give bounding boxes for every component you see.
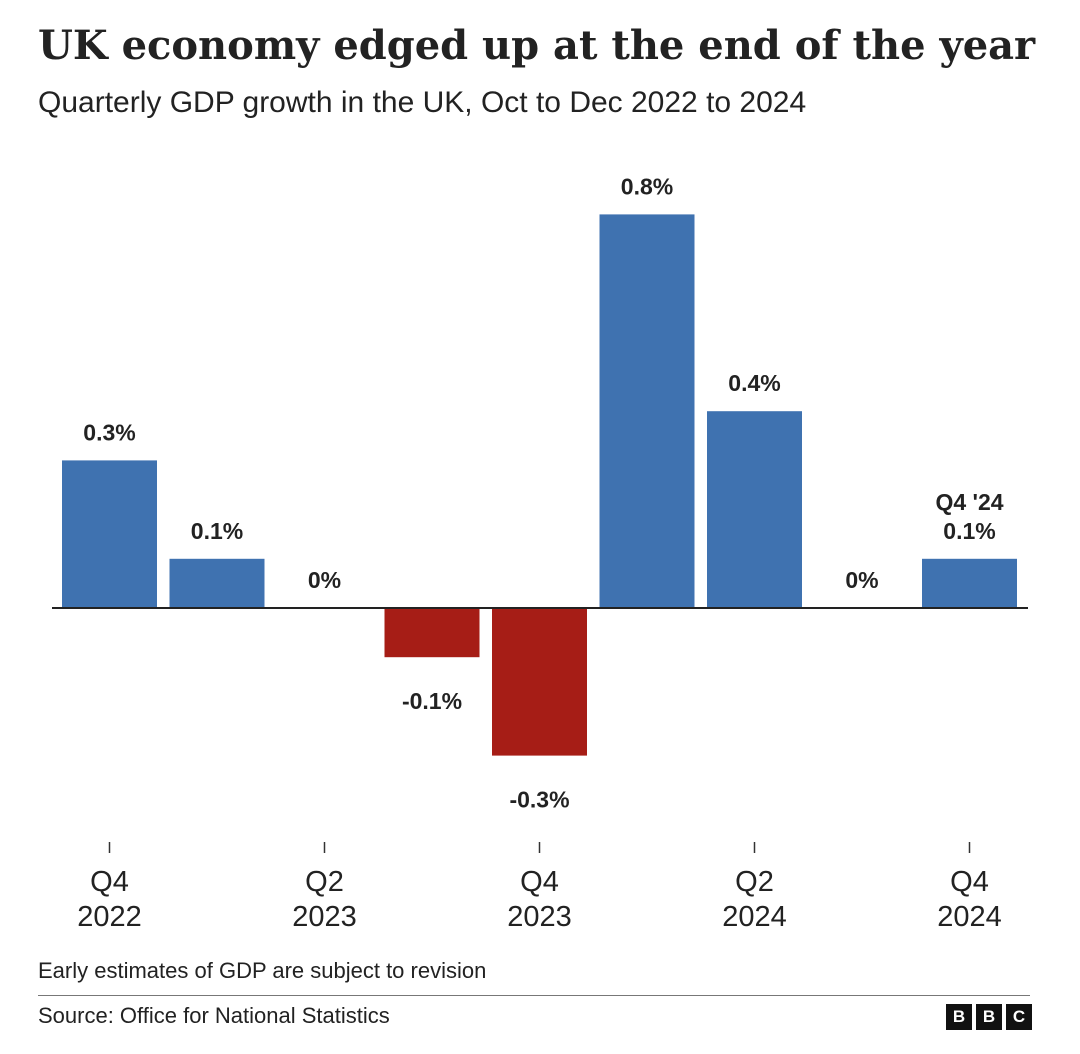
bbc-logo: B B C (946, 1004, 1032, 1030)
bar-0 (62, 460, 157, 608)
data-label-0: 0.3% (83, 419, 135, 445)
chart-title: UK economy edged up at the end of the ye… (38, 22, 1036, 69)
data-label-1: 0.1% (191, 518, 243, 544)
source-text: Source: Office for National Statistics (38, 1003, 390, 1028)
bbc-logo-letter: C (1006, 1004, 1032, 1030)
x-tick-label-year: 2023 (507, 901, 572, 933)
bar-chart: 0.3% 0.1% 0% -0.1% -0.3% 0.8% 0.4% 0% 0.1% Q4 '24… (52, 173, 1028, 933)
revision-note: Early estimates of GDP are subject to re… (38, 958, 487, 983)
data-label-8: 0.1% (943, 518, 995, 544)
data-label-5: 0.8% (621, 173, 673, 199)
bar-6 (707, 411, 802, 608)
data-label-4: -0.3% (509, 787, 569, 813)
last-bar-annotation: Q4 '24 (935, 489, 1003, 515)
bar-8 (922, 558, 1017, 608)
bbc-logo-letter: B (946, 1004, 972, 1030)
x-tick-label-quarter: Q2 (305, 866, 344, 898)
bbc-logo-letter: B (976, 1004, 1002, 1030)
x-tick-label-quarter: Q4 (520, 866, 559, 898)
x-tick-label-quarter: Q4 (90, 866, 129, 898)
bar-1 (169, 558, 265, 608)
x-tick-label-quarter: Q2 (735, 866, 774, 898)
bar-4 (492, 608, 587, 756)
x-tick-label-year: 2024 (722, 901, 787, 933)
footer-divider (38, 995, 1030, 996)
x-tick-label-year: 2023 (292, 901, 357, 933)
data-label-6: 0.4% (728, 370, 780, 396)
x-tick-label-quarter: Q4 (950, 866, 989, 898)
chart-subtitle: Quarterly GDP growth in the UK, Oct to D… (38, 86, 807, 119)
data-label-7: 0% (845, 567, 878, 593)
bar-5 (599, 214, 695, 608)
x-tick-label-year: 2024 (937, 901, 1002, 933)
bar-3 (384, 608, 480, 658)
x-tick-label-year: 2022 (77, 901, 142, 933)
data-label-3: -0.1% (402, 688, 462, 714)
data-label-2: 0% (308, 567, 341, 593)
